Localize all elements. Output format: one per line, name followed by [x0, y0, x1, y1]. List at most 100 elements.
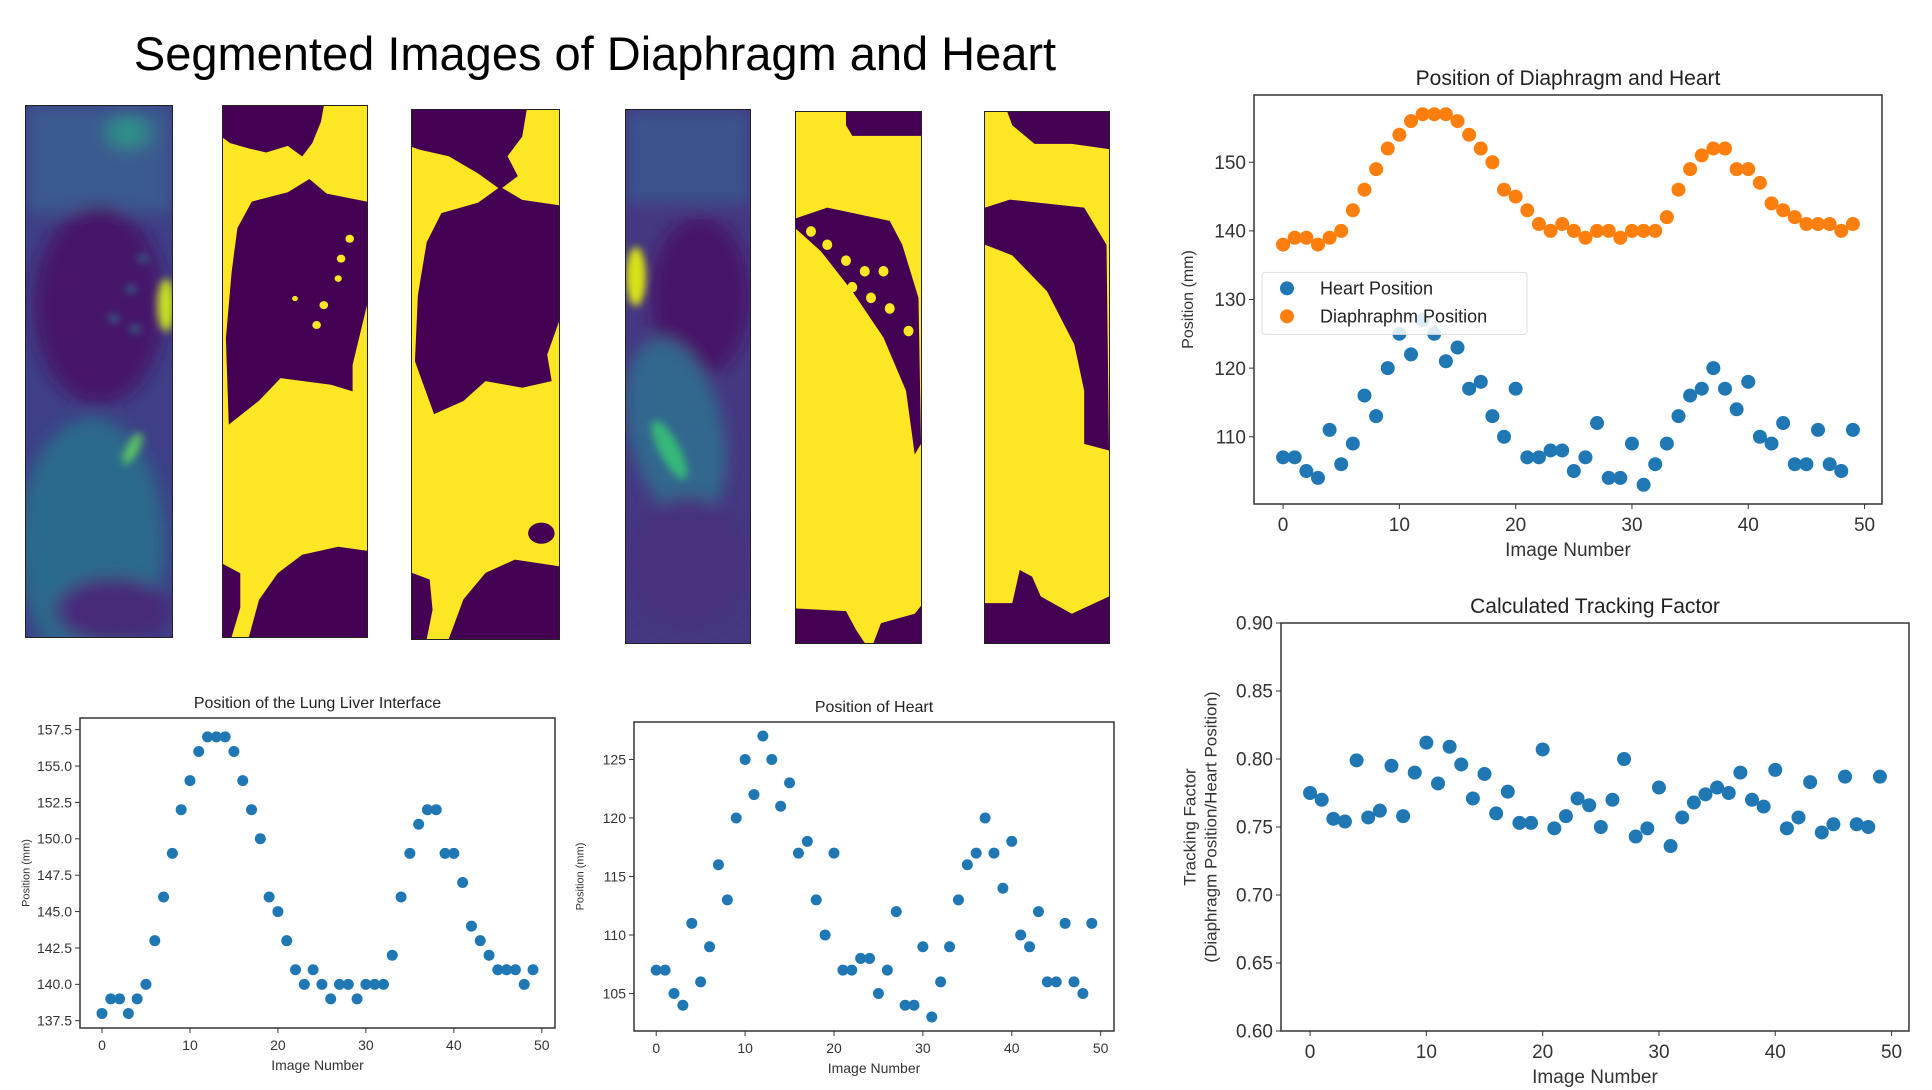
data-point: [1752, 175, 1767, 190]
data-point: [1624, 436, 1639, 451]
data-point: [1543, 443, 1558, 458]
x-tick-label: 10: [1416, 1042, 1437, 1063]
data-point: [1050, 976, 1062, 988]
data-point: [1764, 196, 1779, 211]
x-tick-label: 10: [182, 1037, 198, 1053]
data-point: [1555, 443, 1570, 458]
y-tick-label: 0.60: [1236, 1022, 1273, 1043]
data-point: [395, 891, 407, 903]
x-tick-label: 40: [446, 1037, 462, 1053]
data-point: [1380, 141, 1395, 156]
data-point: [1396, 809, 1411, 824]
data-point: [131, 993, 143, 1005]
data-point: [1593, 820, 1608, 834]
data-point: [926, 1011, 938, 1023]
y-tick-label: 120: [1214, 359, 1246, 380]
data-point: [766, 753, 778, 765]
data-point: [210, 731, 222, 743]
data-point: [1489, 806, 1504, 821]
data-point: [855, 952, 867, 964]
data-point: [1485, 155, 1500, 170]
y-tick-label: 0.70: [1236, 886, 1273, 907]
data-point: [307, 964, 319, 976]
data-point: [105, 993, 117, 1005]
data-point: [1462, 127, 1477, 142]
data-point: [158, 891, 170, 903]
data-point: [1404, 347, 1418, 362]
x-tick-label: 20: [1505, 515, 1526, 536]
legend-marker: [1280, 281, 1294, 296]
x-tick-label: 0: [98, 1037, 106, 1053]
data-point: [997, 882, 1009, 894]
data-point: [1764, 436, 1779, 451]
data-point: [695, 976, 707, 988]
x-tick-label: 40: [1765, 1042, 1786, 1063]
x-tick-label: 30: [915, 1040, 931, 1056]
y-tick-label: 140: [1214, 222, 1246, 243]
data-point: [668, 988, 680, 1000]
y-tick-label: 155.0: [37, 758, 72, 774]
data-point: [1427, 107, 1442, 122]
x-tick-label: 20: [1532, 1042, 1553, 1063]
data-point: [254, 833, 266, 845]
data-point: [1372, 803, 1387, 818]
data-point: [1392, 127, 1407, 142]
data-point: [1059, 917, 1071, 929]
y-tick-label: 0.90: [1236, 614, 1273, 635]
x-tick-label: 30: [1648, 1042, 1669, 1063]
data-point: [122, 1007, 134, 1019]
data-point: [1675, 810, 1690, 825]
data-point: [1276, 237, 1291, 252]
data-point: [1369, 409, 1384, 424]
y-tick-label: 0.75: [1236, 818, 1273, 839]
segmented-image-2: [222, 105, 368, 638]
data-point: [1024, 941, 1036, 953]
legend-box: [1261, 271, 1528, 335]
data-point: [492, 964, 504, 976]
data-point: [219, 731, 231, 743]
chart-svg: Position of Heart 0 10 20 30 40 50 105 110 115 120…: [575, 699, 1115, 1076]
data-point: [1531, 450, 1546, 465]
data-point: [872, 988, 884, 1000]
data-point: [944, 941, 956, 953]
data-point: [1006, 835, 1018, 847]
data-point: [1651, 780, 1666, 795]
tracking-factor-chart: Calculated Tracking Factor 0 10 20 30 40 50 0.6…: [1181, 595, 1910, 1088]
data-point: [1462, 381, 1477, 396]
data-point: [1872, 769, 1887, 784]
data-point: [1314, 792, 1329, 807]
data-point: [846, 964, 858, 976]
y-axis-label: Position (mm): [21, 839, 33, 907]
data-point: [1566, 464, 1581, 479]
data-point: [1384, 758, 1399, 773]
data-point: [1558, 809, 1573, 824]
data-point: [1415, 107, 1430, 122]
data-point: [1861, 820, 1876, 834]
data-point: [430, 804, 442, 816]
x-tick-label: 10: [1389, 515, 1410, 536]
data-point: [1345, 203, 1360, 218]
chart-svg: Calculated Tracking Factor 0 10 20 30 40 50 0.6…: [1181, 595, 1910, 1088]
data-point: [1543, 223, 1558, 238]
data-point: [935, 976, 947, 988]
data-point: [775, 800, 787, 812]
data-point: [1310, 237, 1325, 252]
y-axis-label: Position (mm): [575, 843, 587, 911]
y-tick-label: 125: [603, 751, 627, 767]
data-point: [1404, 114, 1418, 129]
data-point: [1811, 422, 1826, 437]
data-point: [1834, 464, 1849, 479]
chart-title: Position of the Lung Liver Interface: [194, 695, 441, 712]
data-point: [1721, 786, 1736, 800]
data-point: [1322, 422, 1337, 437]
data-point: [784, 777, 796, 789]
data-point: [325, 993, 337, 1005]
data-point: [650, 964, 662, 976]
data-point: [1636, 477, 1651, 492]
y-axis-label: Position (mm): [1180, 250, 1197, 349]
data-point: [1849, 817, 1864, 832]
data-point: [290, 964, 302, 976]
segmented-image-5: [795, 111, 922, 644]
data-point: [1299, 230, 1314, 245]
y-tick-label: 0.65: [1236, 954, 1273, 975]
